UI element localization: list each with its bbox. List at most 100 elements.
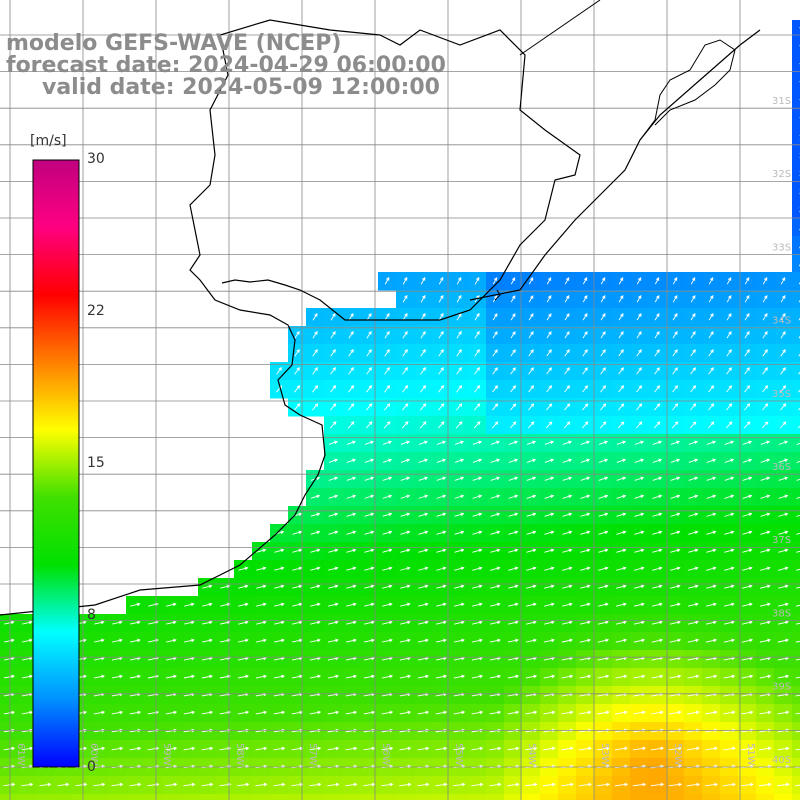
wind-arrow — [471, 710, 484, 715]
wind-arrow — [202, 602, 213, 607]
wind-arrow — [778, 494, 789, 499]
wind-arrow — [650, 782, 665, 787]
wind-arrow — [364, 530, 375, 535]
wind-arrow — [708, 403, 715, 411]
wind-cell — [162, 794, 181, 800]
wind-arrow — [670, 440, 681, 445]
wind-arrow — [309, 746, 322, 751]
wind-arrow — [364, 602, 375, 607]
wind-arrow — [651, 620, 663, 625]
wind-arrow — [525, 710, 538, 715]
wind-arrow — [330, 330, 336, 339]
wind-arrow — [294, 367, 300, 375]
wind-arrow — [348, 385, 355, 393]
wind-arrow — [436, 566, 447, 571]
wind-arrow — [544, 602, 555, 607]
colorbar-tick: 22 — [87, 303, 105, 319]
wind-arrow — [525, 620, 537, 625]
wind-cell — [432, 794, 451, 800]
wind-arrow — [688, 530, 699, 535]
wind-arrow — [599, 421, 607, 429]
wind-arrow — [652, 548, 663, 553]
wind-arrow — [112, 638, 123, 643]
wind-cell — [54, 794, 73, 800]
wind-arrow — [492, 349, 498, 357]
wind-arrow — [420, 276, 426, 285]
wind-arrow — [546, 295, 552, 303]
wind-arrow — [472, 566, 483, 571]
longitude-label: 53W — [599, 743, 610, 766]
longitude-label: 61W — [15, 743, 26, 766]
wind-arrow — [474, 348, 480, 357]
wind-arrow — [454, 584, 465, 589]
wind-arrow — [472, 512, 483, 517]
wind-speed-field — [0, 20, 800, 800]
wind-arrow — [202, 620, 213, 625]
coastline — [0, 19, 581, 616]
wind-arrow — [742, 512, 753, 517]
wind-arrow — [580, 548, 591, 553]
latitude-labels: 31S32S33S34S35S36S37S38S39S40S41S — [772, 96, 791, 766]
wind-arrow — [274, 566, 285, 571]
wind-arrow — [312, 312, 318, 321]
wind-arrow — [670, 512, 681, 517]
wind-arrow — [364, 494, 375, 499]
wind-arrow — [274, 548, 285, 553]
wind-arrow — [348, 312, 354, 321]
colorbar-tick: 0 — [87, 759, 96, 775]
wind-arrow — [724, 512, 735, 517]
wind-arrow — [471, 782, 484, 787]
wind-arrow — [39, 782, 52, 787]
wind-cell — [792, 668, 800, 687]
wind-cell — [792, 794, 800, 800]
wind-arrow — [744, 276, 750, 285]
wind-arrow — [780, 313, 786, 321]
wind-arrow — [614, 782, 629, 787]
wind-arrow — [273, 638, 285, 643]
wind-arrow — [528, 349, 534, 357]
wind-arrow — [564, 403, 571, 411]
wind-arrow — [327, 710, 340, 715]
wind-arrow — [634, 584, 645, 589]
wind-arrow — [580, 476, 591, 481]
wind-arrow — [635, 421, 643, 429]
wind-arrow — [184, 638, 195, 643]
wind-arrow — [704, 782, 719, 787]
wind-arrow — [708, 349, 714, 357]
wind-arrow — [634, 494, 645, 499]
wind-arrow — [598, 494, 609, 499]
wind-cell — [306, 794, 325, 800]
wind-arrow — [418, 440, 428, 445]
wind-arrow — [330, 367, 336, 375]
wind-arrow — [598, 458, 609, 463]
wind-arrow — [507, 782, 520, 787]
wind-arrow — [471, 746, 484, 751]
wind-arrow — [274, 620, 285, 625]
wind-cell — [792, 74, 800, 93]
wind-cell — [792, 182, 800, 201]
wind-arrow — [688, 548, 699, 553]
wind-arrow — [618, 295, 624, 303]
wind-arrow — [724, 530, 735, 535]
wind-arrow — [382, 512, 393, 517]
wind-arrow — [564, 277, 570, 285]
wind-arrow — [201, 674, 213, 679]
wind-arrow — [435, 746, 448, 751]
wind-arrow — [760, 440, 771, 445]
wind-arrow — [742, 476, 753, 481]
wind-arrow — [759, 746, 772, 751]
wind-arrow — [381, 638, 393, 643]
wind-arrow — [672, 403, 679, 411]
wind-arrow — [722, 782, 736, 787]
wind-arrow — [580, 584, 591, 589]
wind-arrow — [578, 782, 592, 787]
wind-arrow — [366, 385, 373, 393]
wind-arrow — [564, 295, 570, 303]
wind-arrow — [346, 530, 357, 535]
wind-arrow — [472, 458, 483, 463]
wind-arrow — [472, 494, 483, 499]
wind-arrow — [507, 674, 520, 679]
wind-arrow — [456, 294, 462, 303]
wind-arrow — [276, 367, 282, 375]
wind-arrow — [474, 276, 480, 285]
